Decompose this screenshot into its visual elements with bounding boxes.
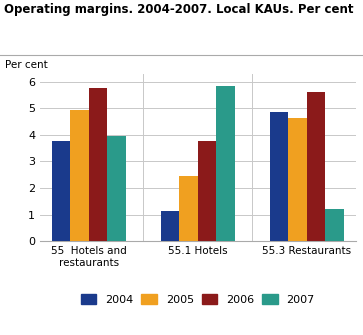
Bar — [179, 176, 198, 241]
Legend: 2004, 2005, 2006, 2007: 2004, 2005, 2006, 2007 — [81, 294, 315, 305]
Bar — [198, 141, 216, 241]
Bar — [89, 88, 107, 241]
Bar — [216, 86, 235, 241]
Bar — [70, 110, 89, 241]
Text: Per cent: Per cent — [5, 60, 48, 70]
Bar — [270, 112, 288, 241]
Bar — [52, 141, 70, 241]
Bar — [325, 209, 344, 241]
Bar — [161, 211, 179, 241]
Text: Operating margins. 2004-2007. Local KAUs. Per cent: Operating margins. 2004-2007. Local KAUs… — [4, 3, 353, 16]
Bar — [107, 136, 126, 241]
Bar — [307, 91, 325, 241]
Bar — [288, 118, 307, 241]
